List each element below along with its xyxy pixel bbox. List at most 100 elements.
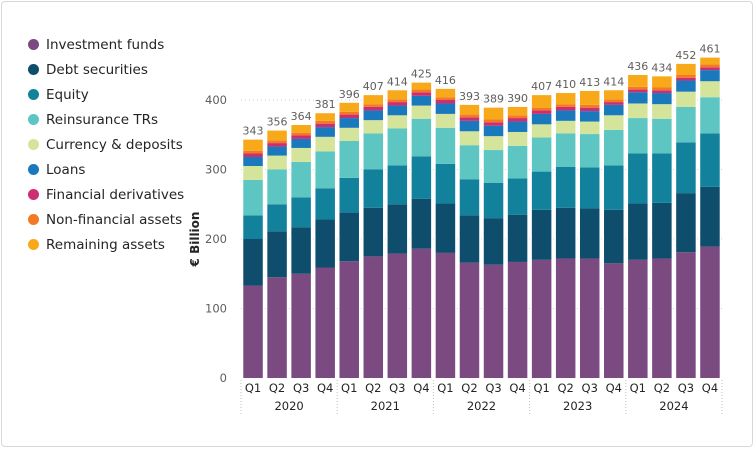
y-tick-label: 0: [220, 371, 227, 385]
bar-segment: [435, 97, 456, 100]
bar-segment: [604, 90, 624, 100]
bar-segment: [555, 166, 576, 208]
bar-segment: [700, 186, 720, 247]
x-tick-label: Q4: [606, 381, 622, 395]
bar-segment: [652, 118, 672, 154]
bar-segment: [243, 239, 263, 286]
legend-label: Equity: [46, 86, 89, 103]
bar-segment: [411, 89, 432, 93]
bar-segment: [291, 273, 311, 378]
bar-segment: [652, 258, 672, 378]
legend-item[interactable]: Equity: [28, 82, 184, 107]
bar-segment: [507, 214, 528, 262]
bar-segment: [339, 212, 359, 262]
bar-segment: [339, 114, 359, 119]
bar-segment: [676, 80, 696, 92]
bar-segment: [315, 113, 335, 121]
bar-segment: [507, 121, 528, 132]
bar-segment: [579, 107, 600, 112]
bar-segment: [435, 113, 456, 128]
bar-segment: [652, 87, 672, 91]
bar-segment: [652, 93, 672, 105]
bar-segment: [700, 97, 720, 134]
legend-item[interactable]: Loans: [28, 157, 184, 182]
bar-segment: [483, 182, 504, 219]
legend-label: Currency & deposits: [46, 136, 183, 153]
bar-segment: [604, 102, 624, 105]
bar-segment: [531, 209, 552, 260]
y-tick-label: 200: [205, 232, 227, 246]
bar-segment: [267, 169, 287, 205]
bar-segment: [652, 76, 672, 88]
bar-segment: [579, 121, 600, 135]
bar-segment: [363, 256, 384, 378]
bar-total-label: 452: [675, 49, 696, 62]
bar-segment: [579, 90, 600, 105]
bar-segment: [507, 131, 528, 146]
x-tick-label: Q2: [365, 381, 381, 395]
bar-segment: [363, 106, 384, 111]
bar-segment: [411, 118, 432, 157]
legend-item[interactable]: Non-financial assets: [28, 207, 184, 232]
bar-segment: [339, 127, 359, 142]
bar-segment: [411, 82, 432, 90]
legend-label: Loans: [46, 161, 86, 178]
bar-segment: [555, 133, 576, 167]
bar-total-label: 364: [291, 110, 312, 123]
bar-total-label: 434: [651, 61, 672, 74]
legend-item[interactable]: Reinsurance TRs: [28, 107, 184, 132]
year-label: 2022: [467, 399, 496, 413]
bar-segment: [676, 63, 696, 75]
bar-segment: [459, 114, 480, 118]
bar-segment: [628, 74, 648, 87]
bar-segment: [291, 138, 311, 148]
bar-segment: [507, 118, 528, 122]
x-tick-label: Q2: [654, 381, 670, 395]
bar-segment: [604, 129, 624, 166]
bar-segment: [676, 77, 696, 81]
bar-segment: [315, 136, 335, 152]
y-tick-label: 300: [205, 163, 227, 177]
legend-label: Reinsurance TRs: [46, 111, 159, 128]
bar-segment: [291, 147, 311, 162]
legend-item[interactable]: Financial derivatives: [28, 182, 184, 207]
bar-segment: [387, 128, 408, 166]
bar-segment: [435, 163, 456, 204]
legend-swatch: [28, 64, 39, 75]
bar-segment: [243, 150, 263, 154]
x-tick-label: Q4: [317, 381, 333, 395]
bar-segment: [579, 167, 600, 209]
bar-segment: [507, 145, 528, 179]
bar-segment: [483, 107, 504, 120]
bar-segment: [579, 104, 600, 108]
bar-segment: [315, 120, 335, 124]
bar-segment: [435, 103, 456, 114]
bar-segment: [363, 120, 384, 134]
bar-segment: [459, 145, 480, 180]
bar-segment: [628, 86, 648, 90]
legend-item[interactable]: Remaining assets: [28, 232, 184, 257]
bar-segment: [411, 248, 432, 378]
bar-segment: [291, 227, 311, 274]
bar-segment: [291, 161, 311, 198]
bar-total-label: 396: [339, 88, 360, 101]
bar-total-label: 414: [387, 75, 408, 88]
bar-total-label: 356: [267, 116, 288, 129]
legend-item[interactable]: Debt securities: [28, 57, 184, 82]
bar-segment: [604, 263, 624, 378]
bar-segment: [507, 178, 528, 215]
bar-segment: [411, 95, 432, 106]
bar-segment: [459, 104, 480, 115]
bar-segment: [267, 204, 287, 232]
bar-segment: [652, 90, 672, 94]
bar-total-label: 389: [483, 93, 504, 106]
bar-total-label: 436: [627, 60, 648, 73]
bar-segment: [700, 57, 720, 65]
legend-item[interactable]: Investment funds: [28, 32, 184, 57]
legend-item[interactable]: Currency & deposits: [28, 132, 184, 157]
y-tick-label: 100: [205, 302, 227, 316]
bar-segment: [315, 267, 335, 378]
x-tick-label: Q4: [702, 381, 718, 395]
bar-segment: [628, 153, 648, 204]
bar-total-label: 407: [531, 80, 552, 93]
